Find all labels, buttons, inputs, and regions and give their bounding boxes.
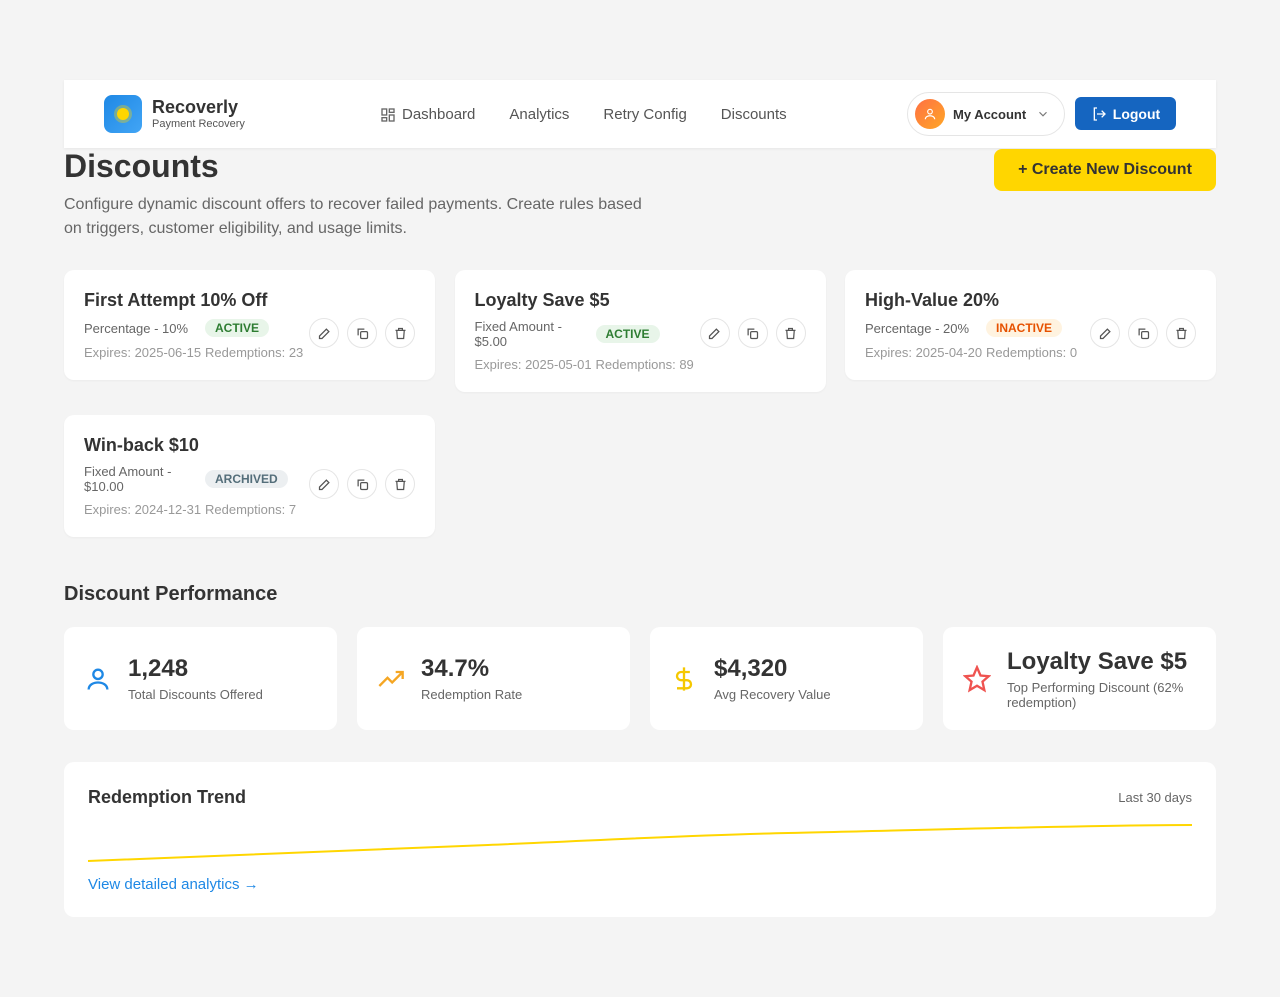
card-actions: [309, 318, 415, 348]
copy-button[interactable]: [347, 469, 377, 499]
nav-link[interactable]: Analytics: [509, 106, 569, 123]
page-title: Discounts: [64, 148, 219, 184]
edit-button[interactable]: [1090, 318, 1120, 348]
copy-button[interactable]: [347, 318, 377, 348]
discount-meta: Fixed Amount - $5.00 ACTIVE Expires: 2025-…: [475, 319, 806, 372]
delete-button[interactable]: [775, 318, 806, 348]
nav-link[interactable]: Discounts: [721, 106, 787, 123]
discount-name: Loyalty Save $5: [474, 290, 610, 310]
edit-button[interactable]: [699, 318, 730, 348]
delete-button[interactable]: [385, 469, 415, 499]
stat-card: 1,248 Total Discounts Offered: [64, 627, 337, 730]
nav-label: Retry Config: [603, 106, 687, 123]
header: Recoverly Payment Recovery Dashboard Anal…: [64, 80, 1216, 148]
discount-type: Percentage - 20%: [865, 320, 970, 336]
create-button[interactable]: + Create New Discount: [994, 149, 1216, 191]
card-actions: [699, 318, 806, 348]
analytics-link[interactable]: View detailed analytics →: [88, 876, 259, 893]
discount-name: Win-back $10: [84, 435, 199, 455]
expiry: Expires: 2025-06-15: [84, 345, 202, 360]
discount-card: Win-back $10 Fixed Amount - $10.00 ARCHIVE…: [64, 415, 435, 537]
expiry: Expires: 2024-12-31: [84, 502, 202, 517]
stat-text: Loyalty Save $5 Top Performing Discount (…: [1007, 648, 1216, 710]
discount-type: Percentage - 10%: [84, 320, 189, 336]
nav-link[interactable]: Dashboard: [380, 106, 475, 123]
trend-range: Last 30 days: [1118, 790, 1192, 805]
status-badge: ACTIVE: [595, 325, 660, 343]
status-badge: ARCHIVED: [205, 470, 288, 488]
copy-button[interactable]: [737, 318, 768, 348]
discount-meta: Percentage - 10% ACTIVE Expires: 2025-06-1…: [84, 319, 415, 360]
stat-value: 34.7%: [421, 655, 490, 682]
card-actions: [1090, 318, 1196, 348]
trend-title: Redemption Trend: [88, 787, 247, 807]
discount-card: Loyalty Save $5 Fixed Amount - $5.00 ACTIV…: [454, 270, 826, 392]
discount-meta: Fixed Amount - $10.00 ARCHIVED Expires: 20…: [84, 464, 415, 517]
account-button[interactable]: My Account: [907, 92, 1065, 136]
logo: [104, 95, 142, 133]
copy-button[interactable]: [1128, 318, 1158, 348]
stat-card: $4,320 Avg Recovery Value: [650, 627, 923, 730]
section-title: Discount Performance: [64, 583, 278, 605]
stat-text: $4,320 Avg Recovery Value: [714, 655, 851, 702]
card-actions: [309, 469, 415, 499]
stat-card: Loyalty Save $5 Top Performing Discount (…: [943, 627, 1216, 730]
stat-icon: [963, 664, 991, 692]
stat-value: 1,248: [128, 655, 189, 682]
nav-label: Discounts: [720, 106, 787, 123]
expiry: Expires: 2025-05-01: [474, 357, 592, 372]
account-label: My Account: [953, 106, 1027, 122]
stat-card: 34.7% Redemption Rate: [357, 627, 630, 730]
discount-type: Fixed Amount - $5.00: [474, 319, 562, 349]
delete-button[interactable]: [1166, 318, 1196, 348]
discount-card: High-Value 20% Percentage - 20% INACTIVE Ex…: [845, 270, 1216, 380]
stat-value: Loyalty Save $5: [1007, 647, 1188, 675]
logout-label: Logout: [1112, 105, 1161, 122]
status-badge: INACTIVE: [986, 319, 1063, 337]
discount-type: Fixed Amount - $10.00: [84, 464, 172, 494]
avatar: [915, 99, 945, 129]
nav-link[interactable]: Retry Config: [603, 106, 686, 123]
trend-line: [88, 824, 1192, 862]
stat-label: Total Discounts Offered: [128, 687, 263, 702]
edit-button[interactable]: [309, 318, 339, 348]
stat-label: Avg Recovery Value: [714, 687, 831, 702]
stat-icon: [87, 668, 109, 690]
brand: Recoverly: [152, 97, 239, 117]
stat-value: $4,320: [714, 655, 788, 682]
redemptions: Redemptions: 0: [986, 345, 1078, 360]
redemptions: Redemptions: 7: [205, 502, 297, 517]
stat-icon: [378, 670, 404, 687]
stat-label: Top Performing Discount (62% redemption): [1007, 679, 1184, 710]
expiry: Expires: 2025-04-20: [865, 345, 983, 360]
redemptions: Redemptions: 89: [595, 357, 694, 372]
status-badge: ACTIVE: [205, 319, 270, 337]
stat-icon: [675, 666, 693, 691]
delete-button[interactable]: [385, 318, 415, 348]
discount-card: First Attempt 10% Off Percentage - 10% ACT…: [64, 270, 435, 380]
nav-label: Analytics: [509, 106, 570, 123]
stat-text: 1,248 Total Discounts Offered: [128, 655, 283, 702]
page-description: Configure dynamic discount offers to rec…: [64, 196, 642, 237]
nav-label: Dashboard: [402, 106, 476, 123]
redemptions: Redemptions: 23: [205, 345, 304, 360]
stat-text: 34.7% Redemption Rate: [421, 655, 542, 702]
discount-name: High-Value 20%: [865, 290, 1000, 310]
logout-button[interactable]: Logout: [1075, 97, 1176, 130]
discount-meta: Percentage - 20% INACTIVE Expires: 2025-04…: [865, 319, 1196, 360]
nav: Dashboard Analytics Retry Config Discounts: [380, 106, 787, 123]
discount-name: First Attempt 10% Off: [84, 290, 268, 310]
edit-button[interactable]: [309, 469, 339, 499]
trend-card: Redemption Trend Last 30 days View detai…: [64, 762, 1216, 917]
tagline: Payment Recovery: [152, 118, 245, 130]
stat-label: Redemption Rate: [421, 687, 523, 702]
